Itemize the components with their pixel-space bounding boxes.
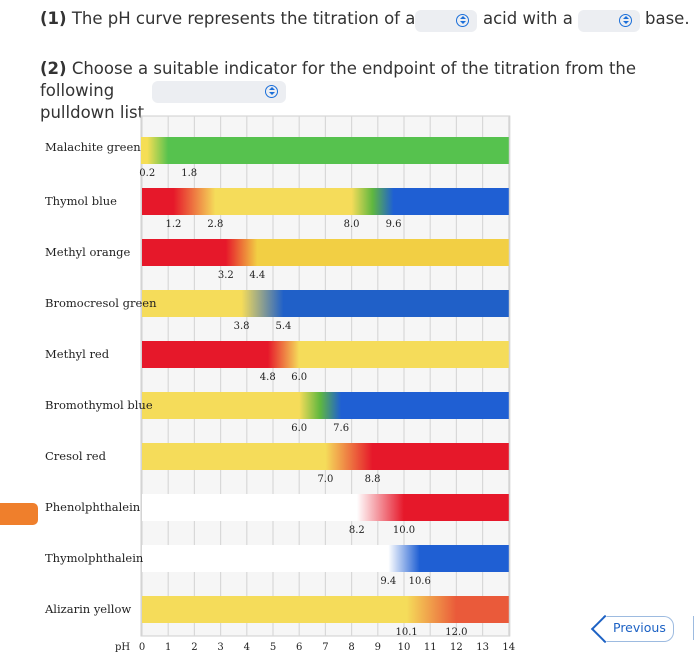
indicator-label: Cresol red (45, 449, 107, 463)
indicator-label: Alizarin yellow (44, 602, 131, 616)
transition-label: 6.0 (291, 372, 307, 383)
transition-label: 7.0 (317, 474, 333, 485)
indicator-label: Methyl red (45, 347, 110, 361)
transition-label: 10.1 (395, 627, 417, 638)
indicator-label: Bromothymol blue (45, 398, 153, 412)
indicator-bar (142, 443, 509, 470)
transition-label: 10.6 (409, 576, 431, 587)
ph-tick: 4 (244, 642, 250, 653)
transition-label: 1.2 (165, 219, 181, 230)
transition-label: 3.2 (218, 270, 234, 281)
ph-tick: 11 (424, 642, 437, 653)
indicator-select[interactable] (152, 81, 286, 103)
transition-label: 2.8 (207, 219, 223, 230)
select-chevron-icon (619, 14, 632, 27)
indicator-label: Thymol blue (45, 194, 117, 208)
transition-label: 7.6 (333, 423, 349, 434)
question-1-text-c: base. (645, 9, 690, 28)
transition-label: 4.8 (260, 372, 276, 383)
ph-tick: 1 (165, 642, 171, 653)
acid-type-select[interactable] (415, 10, 477, 32)
indicator-bar (142, 341, 509, 368)
ph-tick: 8 (348, 642, 354, 653)
select-chevron-icon (456, 14, 469, 27)
transition-label: 8.2 (349, 525, 365, 536)
select-chevron-icon (265, 85, 278, 98)
ph-axis-label: pH (115, 642, 130, 653)
question-2: (2) Choose a suitable indicator for the … (40, 58, 700, 124)
question-2-line1: Choose a suitable indicator for the endp… (40, 59, 637, 100)
transition-label: 5.4 (276, 321, 292, 332)
ph-tick: 0 (139, 642, 145, 653)
transition-label: 8.8 (365, 474, 381, 485)
base-type-select[interactable] (578, 10, 640, 32)
next-button-edge[interactable] (693, 616, 700, 640)
previous-label: Previous (613, 620, 666, 635)
transition-label: 3.8 (234, 321, 250, 332)
transition-label: 10.0 (393, 525, 415, 536)
ph-tick: 6 (296, 642, 302, 653)
transition-label: 8.0 (344, 219, 360, 230)
ph-tick: 13 (476, 642, 489, 653)
question-1-text-b: acid with a (483, 9, 573, 28)
question-1-number: (1) (40, 9, 67, 28)
indicator-label: Methyl orange (45, 245, 130, 259)
indicator-bar (142, 596, 509, 623)
ph-tick: 3 (217, 642, 223, 653)
transition-label: 6.0 (291, 423, 307, 434)
indicator-label: Malachite green (45, 140, 141, 154)
ph-tick: 9 (375, 642, 381, 653)
question-2-number: (2) (40, 59, 67, 78)
ph-tick: 7 (322, 642, 328, 653)
question-1-text-a: The pH curve represents the titration of… (71, 9, 416, 28)
indicator-bar (142, 545, 509, 572)
ph-tick: 5 (270, 642, 276, 653)
transition-label: 4.4 (249, 270, 265, 281)
indicator-bar (142, 392, 509, 419)
indicator-label: Thymolphthalein (45, 551, 144, 565)
ph-tick: 2 (191, 642, 197, 653)
ph-tick: 14 (502, 642, 515, 653)
orange-marker (0, 503, 38, 525)
ph-tick: 12 (450, 642, 463, 653)
transition-label: 9.4 (380, 576, 396, 587)
question-1: (1) The pH curve represents the titratio… (40, 9, 415, 28)
indicator-bar (142, 188, 509, 215)
indicator-bar (142, 290, 509, 317)
transition-label: 12.0 (445, 627, 467, 638)
transition-label: 1.8 (181, 168, 197, 179)
indicator-label: Phenolphthalein (45, 500, 141, 514)
indicator-label: Bromocresol green (45, 296, 157, 310)
indicator-bar (142, 239, 509, 266)
previous-button[interactable]: Previous (590, 614, 674, 644)
ph-tick: 10 (398, 642, 411, 653)
indicator-bar (142, 494, 509, 521)
indicator-bar (141, 137, 509, 164)
transition-label: 0.2 (139, 168, 155, 179)
question-2-line2: pulldown list. (40, 103, 150, 122)
transition-label: 9.6 (386, 219, 402, 230)
